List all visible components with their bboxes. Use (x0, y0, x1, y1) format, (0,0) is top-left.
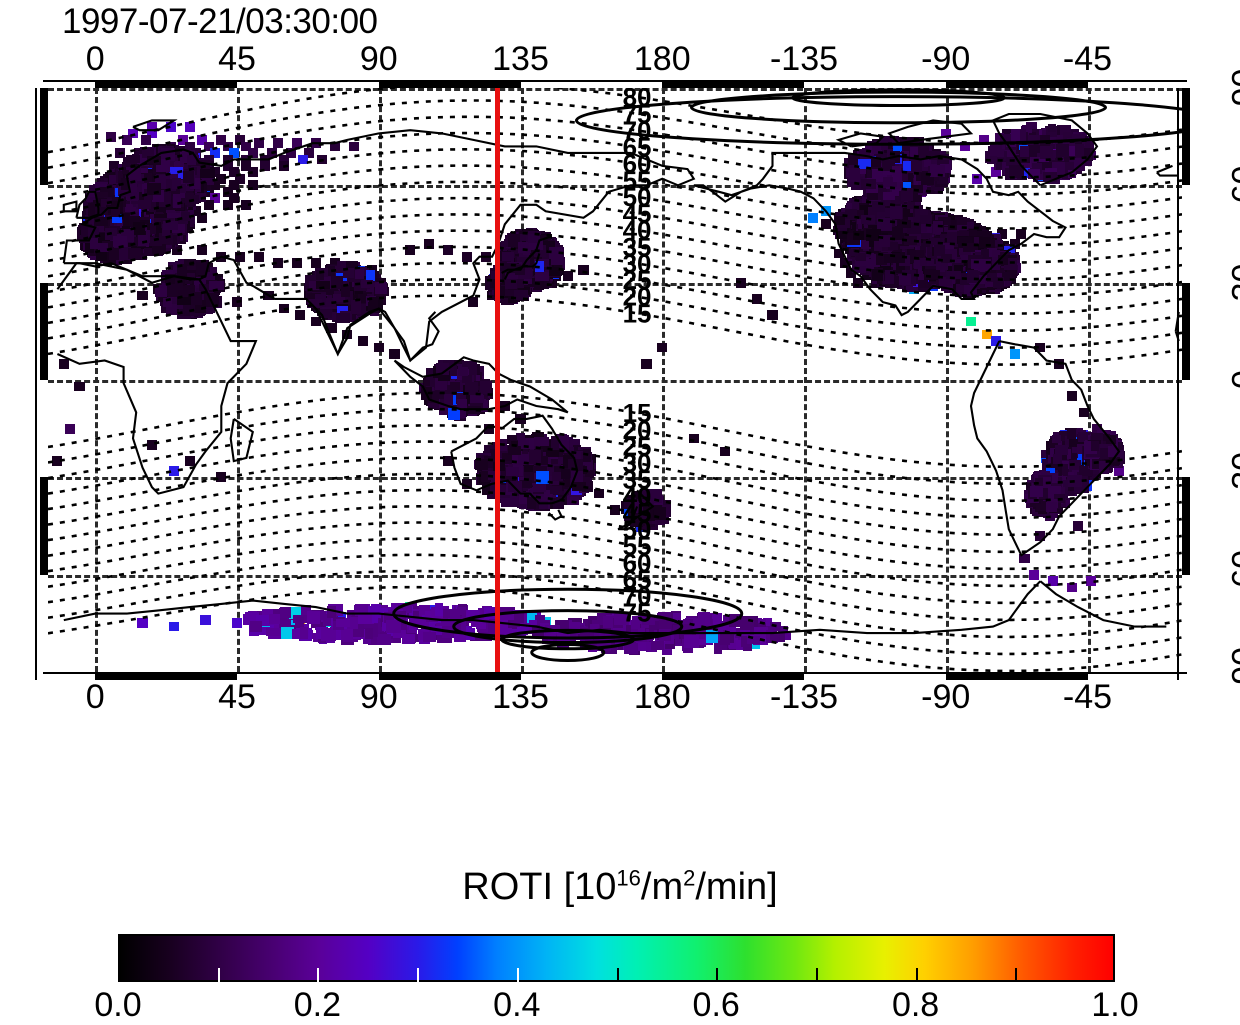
page-title: 1997-07-21/03:30:00 (62, 2, 378, 42)
